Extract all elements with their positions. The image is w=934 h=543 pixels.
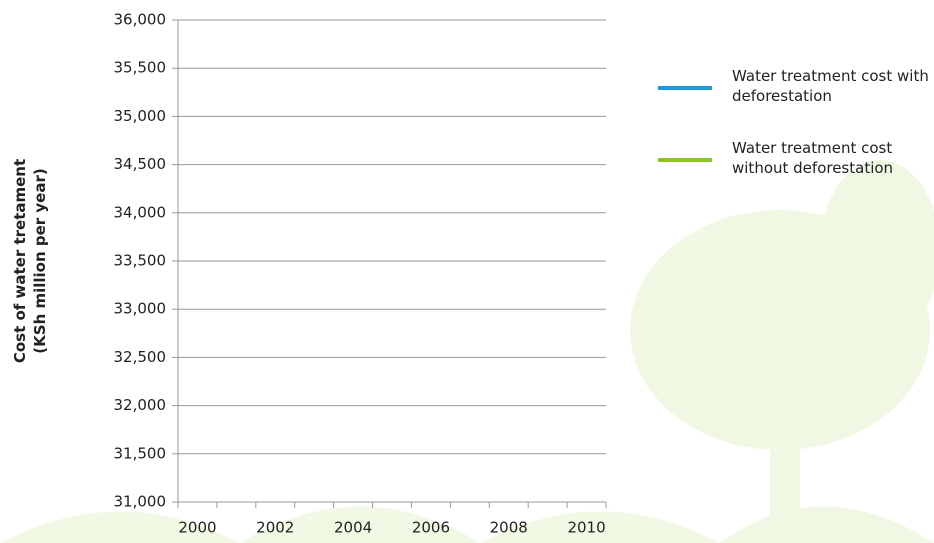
y-tick-label: 36,000: [114, 11, 167, 29]
y-tick-label: 35,000: [114, 107, 167, 125]
y-tick-label: 33,000: [114, 300, 167, 318]
background-trees: [0, 160, 934, 543]
legend-label: Water treatment cost with deforestation: [732, 67, 929, 105]
y-tick-label: 34,000: [114, 203, 167, 221]
y-tick-label: 35,500: [114, 59, 167, 77]
y-tick-label: 31,000: [114, 493, 167, 511]
y-tick-label: 31,500: [114, 444, 167, 462]
x-tick-label: 2004: [334, 519, 372, 537]
y-tick-label: 34,500: [114, 155, 167, 173]
x-tick-label: 2002: [256, 519, 294, 537]
x-tick-label: 2000: [178, 519, 216, 537]
x-tick-label: 2008: [490, 519, 528, 537]
y-tick-label: 32,000: [114, 396, 167, 414]
y-axis-label-line: Cost of water tretament: [11, 159, 29, 363]
y-axis-label: Cost of water tretament (KSh million per …: [11, 159, 49, 363]
y-axis-label-line: (KSh million per year): [31, 168, 49, 353]
y-tick-label: 32,500: [114, 348, 167, 366]
x-tick-label: 2010: [567, 519, 605, 537]
legend-label: Water treatment cost without deforestati…: [732, 139, 894, 177]
y-tick-label: 33,500: [114, 252, 167, 270]
x-tick-label: 2006: [412, 519, 450, 537]
